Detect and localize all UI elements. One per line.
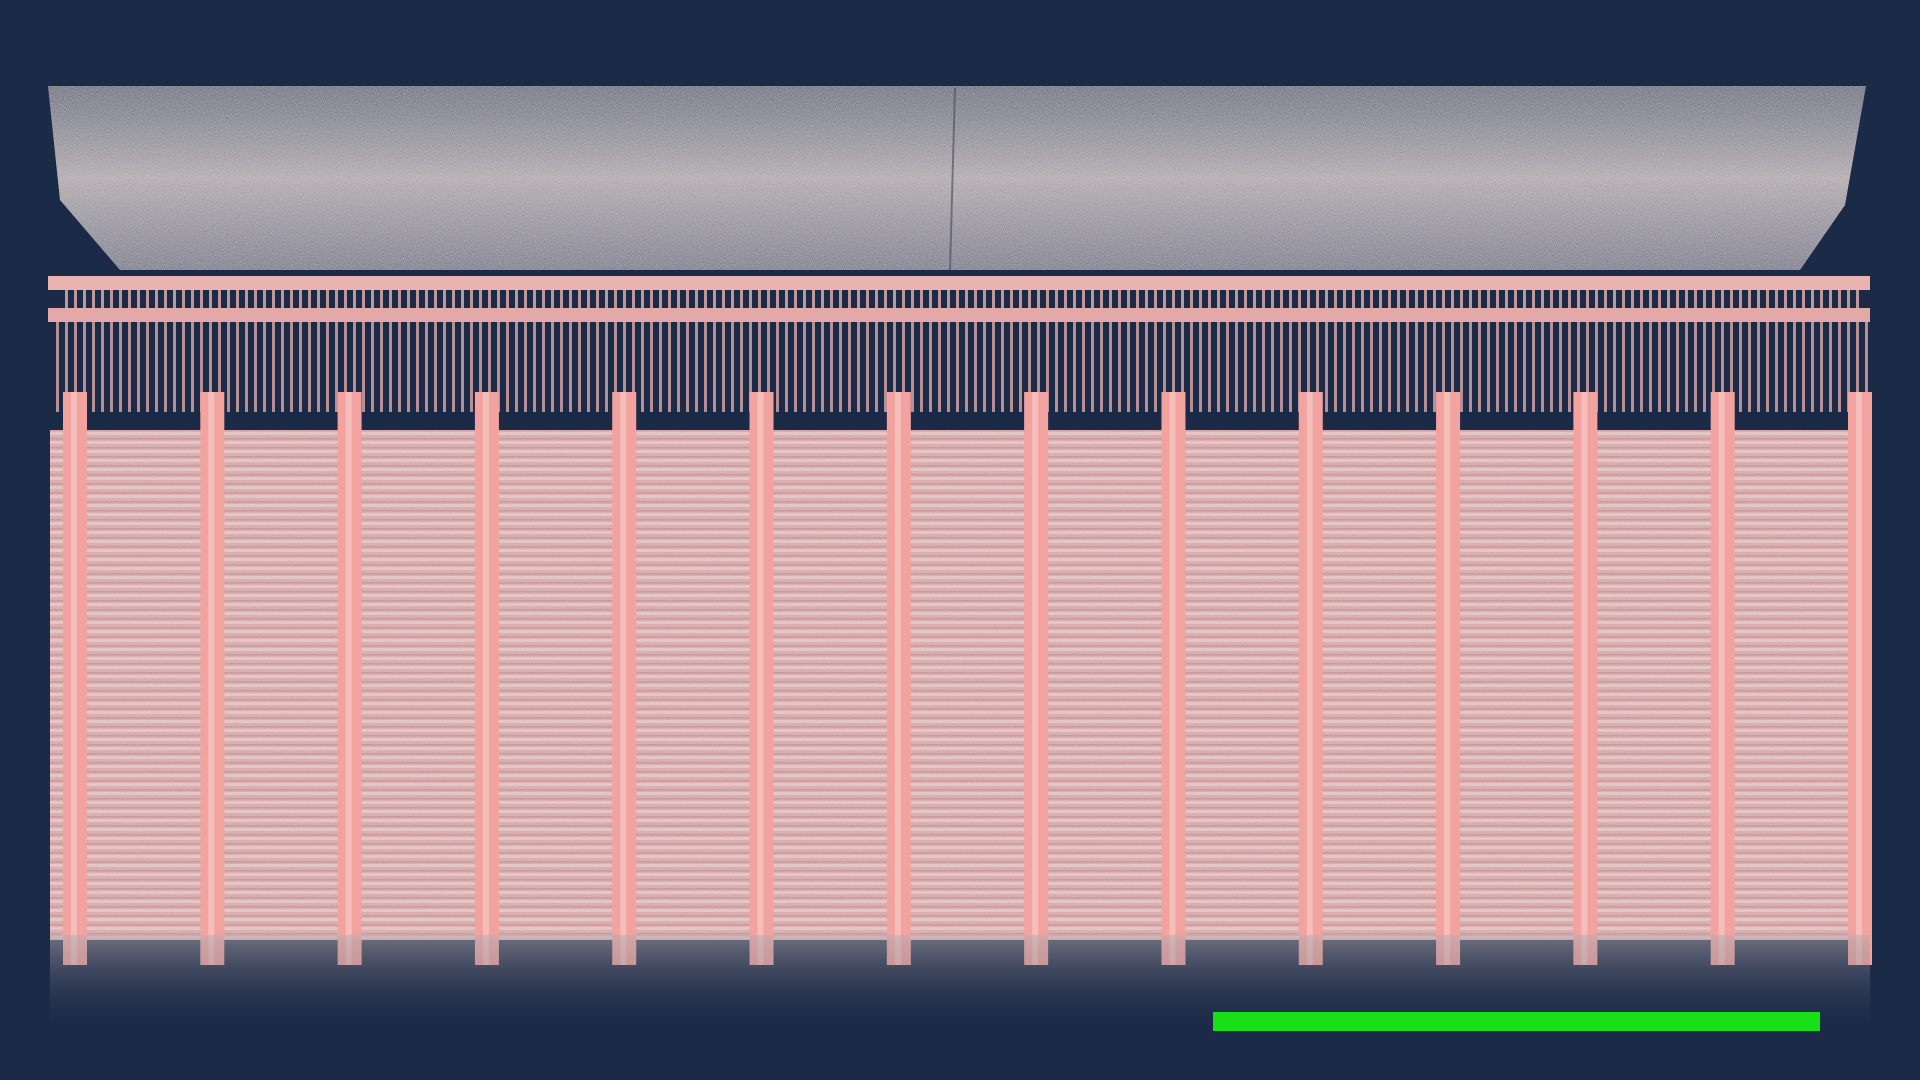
vertical-panels xyxy=(63,392,1872,965)
upper-haze xyxy=(48,86,1866,271)
vertical-panel-highlight xyxy=(1856,392,1862,965)
vertical-panel-highlight xyxy=(1306,392,1313,965)
vertical-panel-highlight xyxy=(1032,392,1039,965)
vertical-panel-highlight xyxy=(482,392,489,965)
vertical-panel-highlight xyxy=(1169,392,1176,965)
vertical-panel-highlight xyxy=(757,392,764,965)
vertical-panel-highlight xyxy=(345,392,352,965)
vertical-panel-highlight xyxy=(1444,392,1451,965)
top-rails xyxy=(48,276,1870,322)
caption-bar xyxy=(1213,1012,1820,1031)
vertical-panel-highlight xyxy=(894,392,901,965)
vertical-panel-highlight xyxy=(620,392,627,965)
vertical-panel-highlight xyxy=(1718,392,1725,965)
vertical-panel-highlight xyxy=(1581,392,1588,965)
vertical-panel-highlight xyxy=(208,392,215,965)
vertical-panel-highlight xyxy=(71,392,77,965)
